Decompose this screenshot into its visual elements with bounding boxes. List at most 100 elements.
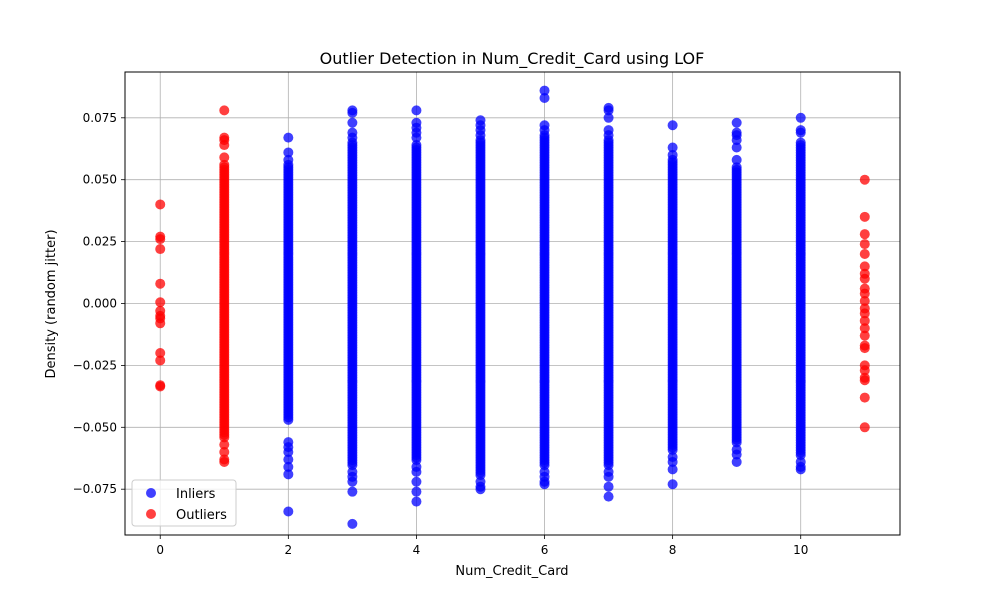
data-point: [731, 117, 742, 128]
data-point: [155, 355, 166, 366]
y-axis-ticks: −0.075 −0.050 −0.025 0.000 0.025 0.050 0.075: [73, 111, 125, 496]
data-point: [155, 199, 166, 210]
data-point: [603, 130, 614, 141]
data-point: [411, 496, 422, 507]
data-point: [347, 107, 358, 118]
data-point: [603, 105, 614, 116]
x-tick-label: 0: [156, 543, 164, 557]
data-point: [731, 154, 742, 165]
data-point: [219, 105, 230, 116]
data-point: [411, 455, 422, 466]
series-outliers: [155, 105, 870, 467]
data-point: [539, 125, 550, 136]
y-axis-label: Density (random jitter): [44, 229, 59, 378]
data-point: [219, 152, 230, 163]
data-point: [475, 130, 486, 141]
data-point: [859, 323, 870, 334]
data-point: [283, 154, 294, 165]
x-tick-label: 8: [669, 543, 677, 557]
data-point: [603, 481, 614, 492]
data-point: [859, 229, 870, 240]
data-point: [667, 479, 678, 490]
data-point: [667, 149, 678, 160]
y-tick-label: 0.025: [83, 235, 117, 249]
x-tick-label: 10: [793, 543, 808, 557]
data-point: [283, 414, 294, 425]
data-point: [283, 454, 294, 465]
data-point: [859, 315, 870, 326]
data-point: [667, 142, 678, 153]
y-tick-label: 0.000: [83, 297, 117, 311]
data-point: [411, 476, 422, 487]
data-point: [859, 288, 870, 299]
data-point: [795, 464, 806, 475]
data-point: [667, 444, 678, 455]
data-point: [859, 261, 870, 272]
x-tick-label: 4: [413, 543, 421, 557]
data-point: [219, 140, 230, 151]
legend-marker-outliers: [146, 509, 156, 519]
data-point: [603, 491, 614, 502]
data-point: [795, 112, 806, 123]
y-tick-label: −0.025: [73, 358, 117, 372]
x-axis-ticks: 0 2 4 6 8 10: [156, 535, 808, 557]
data-point: [603, 112, 614, 123]
data-point: [347, 117, 358, 128]
data-point: [155, 318, 166, 329]
data-point: [347, 132, 358, 143]
data-point: [731, 142, 742, 153]
x-tick-label: 2: [285, 543, 293, 557]
data-point: [411, 132, 422, 143]
series-inliers: [283, 85, 806, 529]
data-point: [795, 450, 806, 461]
data-point: [283, 506, 294, 517]
data-point: [859, 308, 870, 319]
legend-label-outliers: Outliers: [176, 508, 227, 523]
data-point: [219, 447, 230, 458]
data-point: [539, 479, 550, 490]
data-point: [859, 330, 870, 341]
data-point: [667, 456, 678, 467]
data-point: [539, 85, 550, 96]
data-point: [411, 466, 422, 477]
data-point: [219, 456, 230, 467]
data-point: [795, 127, 806, 138]
data-point: [283, 447, 294, 458]
data-point: [219, 432, 230, 443]
data-point: [155, 278, 166, 289]
data-point: [347, 476, 358, 487]
legend-marker-inliers: [146, 488, 156, 498]
legend-label-inliers: Inliers: [176, 487, 216, 502]
data-point: [859, 174, 870, 185]
y-tick-label: −0.075: [73, 482, 117, 496]
y-tick-label: 0.050: [83, 173, 117, 187]
data-points: [155, 85, 870, 529]
data-point: [155, 381, 166, 392]
data-point: [731, 135, 742, 146]
data-point: [283, 461, 294, 472]
data-point: [859, 422, 870, 433]
data-point: [283, 132, 294, 143]
x-tick-label: 6: [541, 543, 549, 557]
data-point: [859, 343, 870, 354]
data-point: [155, 244, 166, 255]
data-point: [859, 392, 870, 403]
data-point: [283, 147, 294, 158]
data-point: [859, 239, 870, 250]
data-point: [731, 437, 742, 448]
data-point: [155, 234, 166, 245]
data-point: [475, 484, 486, 495]
legend-box: [131, 479, 237, 527]
data-point: [731, 456, 742, 467]
data-point: [667, 464, 678, 475]
data-point: [347, 486, 358, 497]
chart-title: Outlier Detection in Num_Credit_Card usi…: [320, 49, 705, 69]
data-point: [859, 273, 870, 284]
data-point: [283, 469, 294, 480]
data-point: [859, 248, 870, 259]
data-point: [731, 449, 742, 460]
data-point: [155, 348, 166, 359]
data-point: [219, 159, 230, 170]
data-point: [155, 297, 166, 308]
